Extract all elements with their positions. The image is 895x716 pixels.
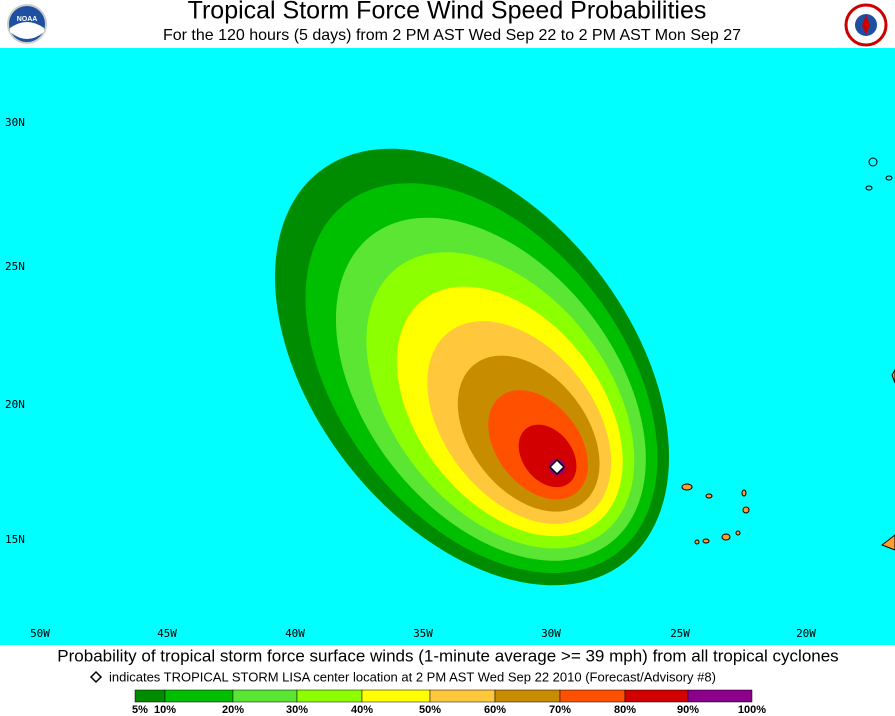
lon-label: 20W	[796, 627, 816, 640]
legend-swatch	[164, 689, 234, 703]
legend-swatch	[429, 689, 496, 703]
legend-swatch	[624, 689, 689, 703]
legend-label: 70%	[549, 704, 571, 716]
lat-label: 20N	[5, 398, 25, 411]
legend-label: 60%	[484, 704, 506, 716]
legend-label: 30%	[286, 704, 308, 716]
legend-swatch	[559, 689, 626, 703]
lon-label: 30W	[541, 627, 561, 640]
lon-label: 50W	[30, 627, 50, 640]
lat-label: 25N	[5, 260, 25, 273]
lon-label: 25W	[670, 627, 690, 640]
legend-label: 90%	[677, 704, 699, 716]
legend-label: 5%	[132, 704, 148, 716]
legend-swatch	[494, 689, 561, 703]
note-diamond	[89, 670, 103, 684]
noaa-logo: NOAA	[7, 4, 47, 44]
legend-swatch	[687, 689, 753, 703]
legend-swatch	[232, 689, 298, 703]
legend-label: 40%	[351, 704, 373, 716]
legend-swatch	[296, 689, 363, 703]
islands	[681, 157, 895, 551]
title: Tropical Storm Force Wind Speed Probabil…	[188, 0, 707, 25]
lon-label: 40W	[285, 627, 305, 640]
note: indicates TROPICAL STORM LISA center loc…	[109, 669, 716, 684]
lon-label: 45W	[157, 627, 177, 640]
legend-label: 100%	[738, 704, 766, 716]
subtitle: For the 120 hours (5 days) from 2 PM AST…	[163, 27, 741, 44]
legend-label: 10%	[154, 704, 176, 716]
legend-label: 20%	[222, 704, 244, 716]
logo-text: NOAA	[17, 16, 38, 23]
lat-label: 15N	[5, 533, 25, 546]
legend-label: 50%	[419, 704, 441, 716]
lon-label: 35W	[413, 627, 433, 640]
caption: Probability of tropical storm force surf…	[57, 646, 838, 665]
nws-logo	[844, 3, 888, 47]
probability-contours	[274, 148, 670, 586]
storm-center	[548, 458, 566, 476]
legend-swatch	[134, 689, 166, 703]
lat-label: 30N	[5, 116, 25, 129]
legend: 5% 10% 20% 30% 40% 50% 60% 70% 80% 90% 100%	[132, 689, 766, 716]
legend-label: 80%	[614, 704, 636, 716]
legend-swatch	[361, 689, 431, 703]
